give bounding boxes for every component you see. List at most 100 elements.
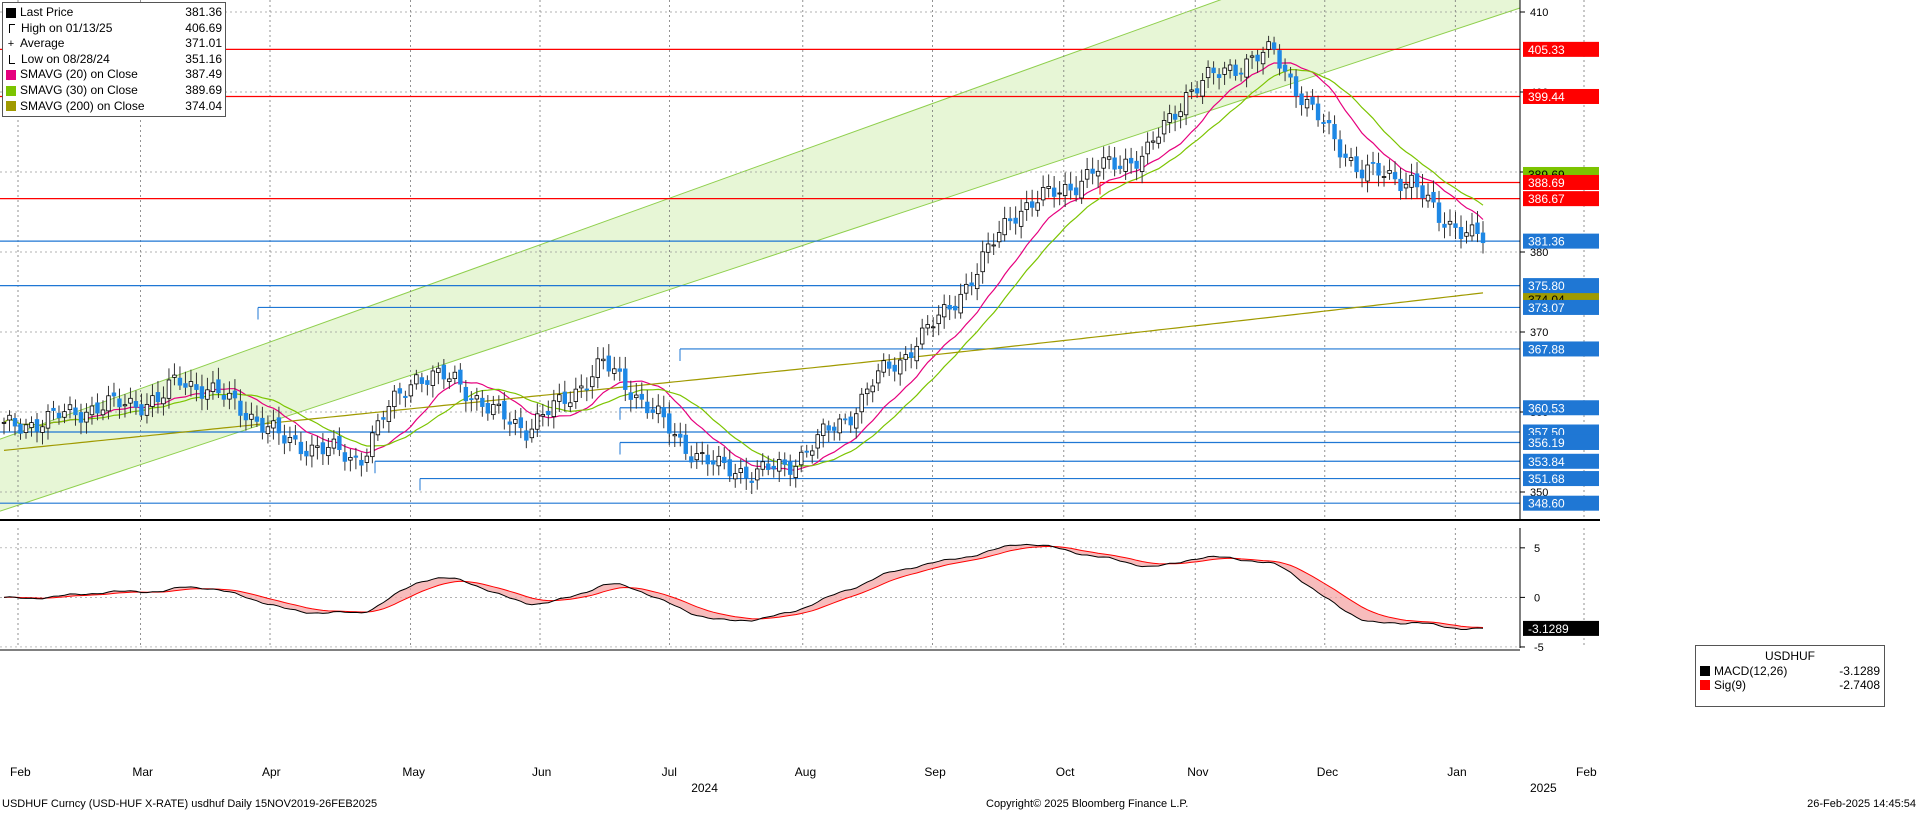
candle-body	[397, 388, 403, 394]
candle-body	[1321, 121, 1326, 124]
candle-body	[969, 282, 974, 286]
candle-body	[612, 368, 617, 374]
legend-swatch	[6, 85, 16, 96]
candle-body	[128, 397, 133, 404]
legend-value: 371.01	[185, 36, 222, 51]
candle-body	[788, 461, 793, 475]
candle-body	[1442, 223, 1447, 228]
candle-body	[947, 304, 952, 310]
legend-name: MACD(12,26)	[1714, 664, 1788, 678]
candle-body	[700, 452, 705, 455]
level-value-tag	[1523, 471, 1599, 487]
candle-body	[1293, 76, 1299, 97]
month-label: Apr	[262, 765, 281, 779]
level-value-tag	[1523, 233, 1599, 249]
signal-line	[3, 545, 1484, 628]
sma30-line	[3, 68, 1484, 468]
candle-body	[293, 435, 298, 440]
candle-body	[854, 413, 859, 429]
candle-body	[89, 405, 95, 416]
candle-body	[793, 465, 798, 478]
time-axis: Feb Mar Apr May Jun Jul Aug Sep Oct Nov Dec Jan Feb 2…	[0, 649, 1597, 795]
candle-body	[62, 411, 67, 418]
candle-body	[782, 459, 787, 465]
candle-body	[1310, 96, 1315, 105]
candle-body	[458, 369, 463, 385]
candle-body	[766, 463, 771, 470]
legend-value: 389.69	[185, 82, 222, 97]
macd-axis-tick-label: -5	[1534, 642, 1544, 654]
candle-body	[452, 371, 458, 379]
candle-body	[23, 424, 29, 433]
horizontal-levels	[0, 48, 1520, 504]
candle-body	[513, 419, 518, 424]
candle-body	[1046, 186, 1051, 189]
candle-body	[1354, 156, 1359, 173]
month-label: Oct	[1056, 765, 1075, 779]
candle-body	[760, 461, 765, 470]
candle-body	[491, 404, 496, 416]
candle-body	[678, 433, 683, 438]
candle-body	[320, 442, 326, 455]
legend-swatch	[1700, 666, 1710, 676]
candle-body	[1425, 194, 1431, 202]
candle-body	[183, 383, 188, 388]
macd-legend-row: Sig(9) -2.7408	[1700, 678, 1880, 692]
candle-body	[1178, 111, 1183, 117]
candle-body	[628, 392, 633, 400]
legend-name: SMAVG (20) on Close	[20, 67, 138, 82]
level-value-label: 373.07	[1528, 301, 1565, 315]
candle-body	[727, 459, 732, 477]
candle-body	[95, 402, 100, 414]
legend-row: SMAVG (30) on Close 389.69	[6, 83, 222, 99]
candle-body	[1018, 210, 1024, 227]
candle-body	[601, 358, 606, 362]
candle-body	[1288, 73, 1293, 78]
month-label: May	[402, 765, 425, 779]
candle-body	[711, 460, 716, 465]
candle-body	[1183, 92, 1189, 116]
candle-body	[1387, 170, 1392, 174]
candle-body	[930, 326, 936, 329]
candle-body	[590, 376, 595, 388]
candle-body	[67, 404, 73, 411]
candle-body	[441, 364, 447, 380]
candle-body	[903, 354, 908, 360]
candle-body	[419, 377, 425, 384]
candle-body	[507, 421, 513, 425]
candle-body	[991, 244, 996, 247]
candle-body	[298, 441, 304, 455]
candle-body	[161, 397, 166, 405]
candle-body	[133, 401, 139, 408]
candle-body	[1464, 232, 1469, 237]
candle-body	[683, 434, 688, 454]
candle-body	[304, 450, 309, 457]
macd-axis-tick-label: 0	[1534, 592, 1540, 604]
candle-body	[656, 405, 661, 415]
level-value-tag	[1523, 434, 1599, 450]
candle-body	[1381, 176, 1387, 178]
legend-value: -2.7408	[1839, 678, 1880, 692]
candle-body	[634, 394, 639, 399]
candle-body	[1414, 173, 1420, 188]
candle-body	[1420, 185, 1425, 199]
legend-swatch	[6, 101, 16, 112]
legend-row: SMAVG (20) on Close 387.49	[6, 67, 222, 83]
month-label: Nov	[1187, 765, 1208, 779]
channel-fill	[0, 0, 1520, 512]
macd-axis-tick-label: 5	[1534, 543, 1540, 555]
legend-name: Sig(9)	[1714, 678, 1747, 692]
candle-body	[974, 273, 980, 290]
candles	[1, 35, 1486, 495]
macd-signal-fill	[4, 544, 1483, 630]
month-label: Jan	[1447, 765, 1466, 779]
candle-body	[326, 446, 331, 457]
candle-body	[1216, 74, 1222, 78]
candle-body	[936, 314, 941, 325]
candle-body	[425, 380, 430, 385]
candle-body	[941, 304, 947, 318]
candle-body	[595, 358, 600, 378]
price-axis: 350360370380390400410389.69374.04405.333…	[0, 0, 1600, 521]
legend-value: 406.69	[185, 20, 222, 35]
level-value-label: 356.19	[1528, 436, 1565, 450]
